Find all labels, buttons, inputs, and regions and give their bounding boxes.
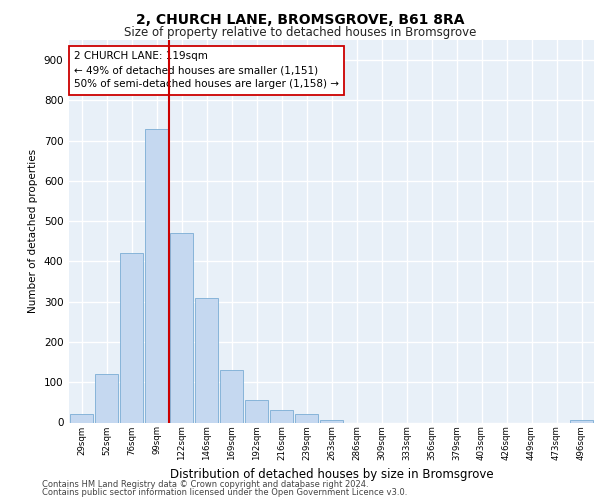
Bar [570,420,593,422]
Bar [95,374,118,422]
Text: Size of property relative to detached houses in Bromsgrove: Size of property relative to detached ho… [124,26,476,39]
Text: 2, CHURCH LANE, BROMSGROVE, B61 8RA: 2, CHURCH LANE, BROMSGROVE, B61 8RA [136,12,464,26]
Bar [220,370,243,422]
Bar [245,400,268,422]
Y-axis label: Number of detached properties: Number of detached properties [28,149,38,314]
Bar [270,410,293,422]
Bar [70,414,93,422]
Bar [170,234,193,422]
Bar [120,254,143,422]
Bar [195,298,218,422]
X-axis label: Distribution of detached houses by size in Bromsgrove: Distribution of detached houses by size … [170,468,493,481]
Bar [295,414,318,422]
Text: Contains public sector information licensed under the Open Government Licence v3: Contains public sector information licen… [42,488,407,497]
Text: 2 CHURCH LANE: 119sqm
← 49% of detached houses are smaller (1,151)
50% of semi-d: 2 CHURCH LANE: 119sqm ← 49% of detached … [74,52,339,90]
Text: Contains HM Land Registry data © Crown copyright and database right 2024.: Contains HM Land Registry data © Crown c… [42,480,368,489]
Bar [145,128,168,422]
Bar [320,420,343,422]
